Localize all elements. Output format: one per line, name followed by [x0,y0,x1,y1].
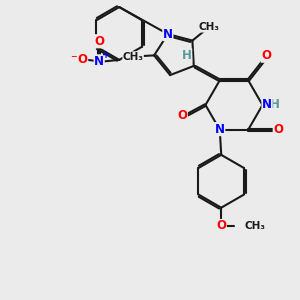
Text: O: O [216,220,226,232]
Text: O: O [261,49,271,62]
Text: H: H [270,98,280,112]
Text: CH₃: CH₃ [198,22,219,32]
Text: O: O [94,35,104,48]
Text: +: + [102,50,110,60]
Text: O: O [78,53,88,66]
Text: CH₃: CH₃ [244,221,266,231]
Text: O: O [177,109,188,122]
Text: CH₃: CH₃ [123,52,144,61]
Text: ⁻: ⁻ [70,53,77,66]
Text: N: N [215,123,225,136]
Text: H: H [182,49,192,62]
Text: O: O [273,123,283,136]
Text: N: N [94,55,104,68]
Text: N: N [262,98,272,111]
Text: N: N [163,28,173,40]
